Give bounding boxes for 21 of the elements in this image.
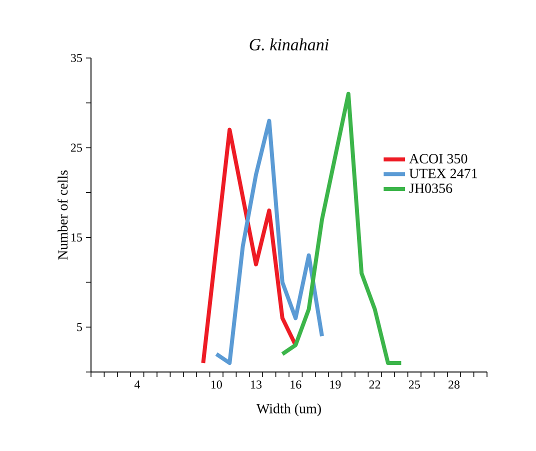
x-tick-label: 13 [251,380,262,389]
x-tick-label: 28 [448,380,460,389]
x-axis-title: Width (um) [256,403,321,416]
x-tick-label: 16 [290,380,302,389]
line-series [280,92,404,366]
x-tick-label: 19 [330,380,341,389]
chart-title: G. kinahani [250,38,329,50]
x-tick-label: 10 [211,380,222,389]
line-series [214,118,324,366]
y-tick-label: 35 [71,54,82,62]
y-tick-label: 15 [72,233,82,242]
y-tick-label: 5 [77,323,82,332]
legend-label: UTEX 2471 [409,168,478,178]
x-tick-label: 25 [408,380,420,389]
y-axis-title: Number of cells [58,170,68,260]
legend-label: ACOI 350 [409,154,468,164]
y-tick-label: 25 [71,144,82,152]
line-series [201,128,298,366]
x-tick-label: 4 [134,380,140,388]
x-tick-label: 22 [369,380,380,388]
legend-label: JH0356 [409,184,452,194]
